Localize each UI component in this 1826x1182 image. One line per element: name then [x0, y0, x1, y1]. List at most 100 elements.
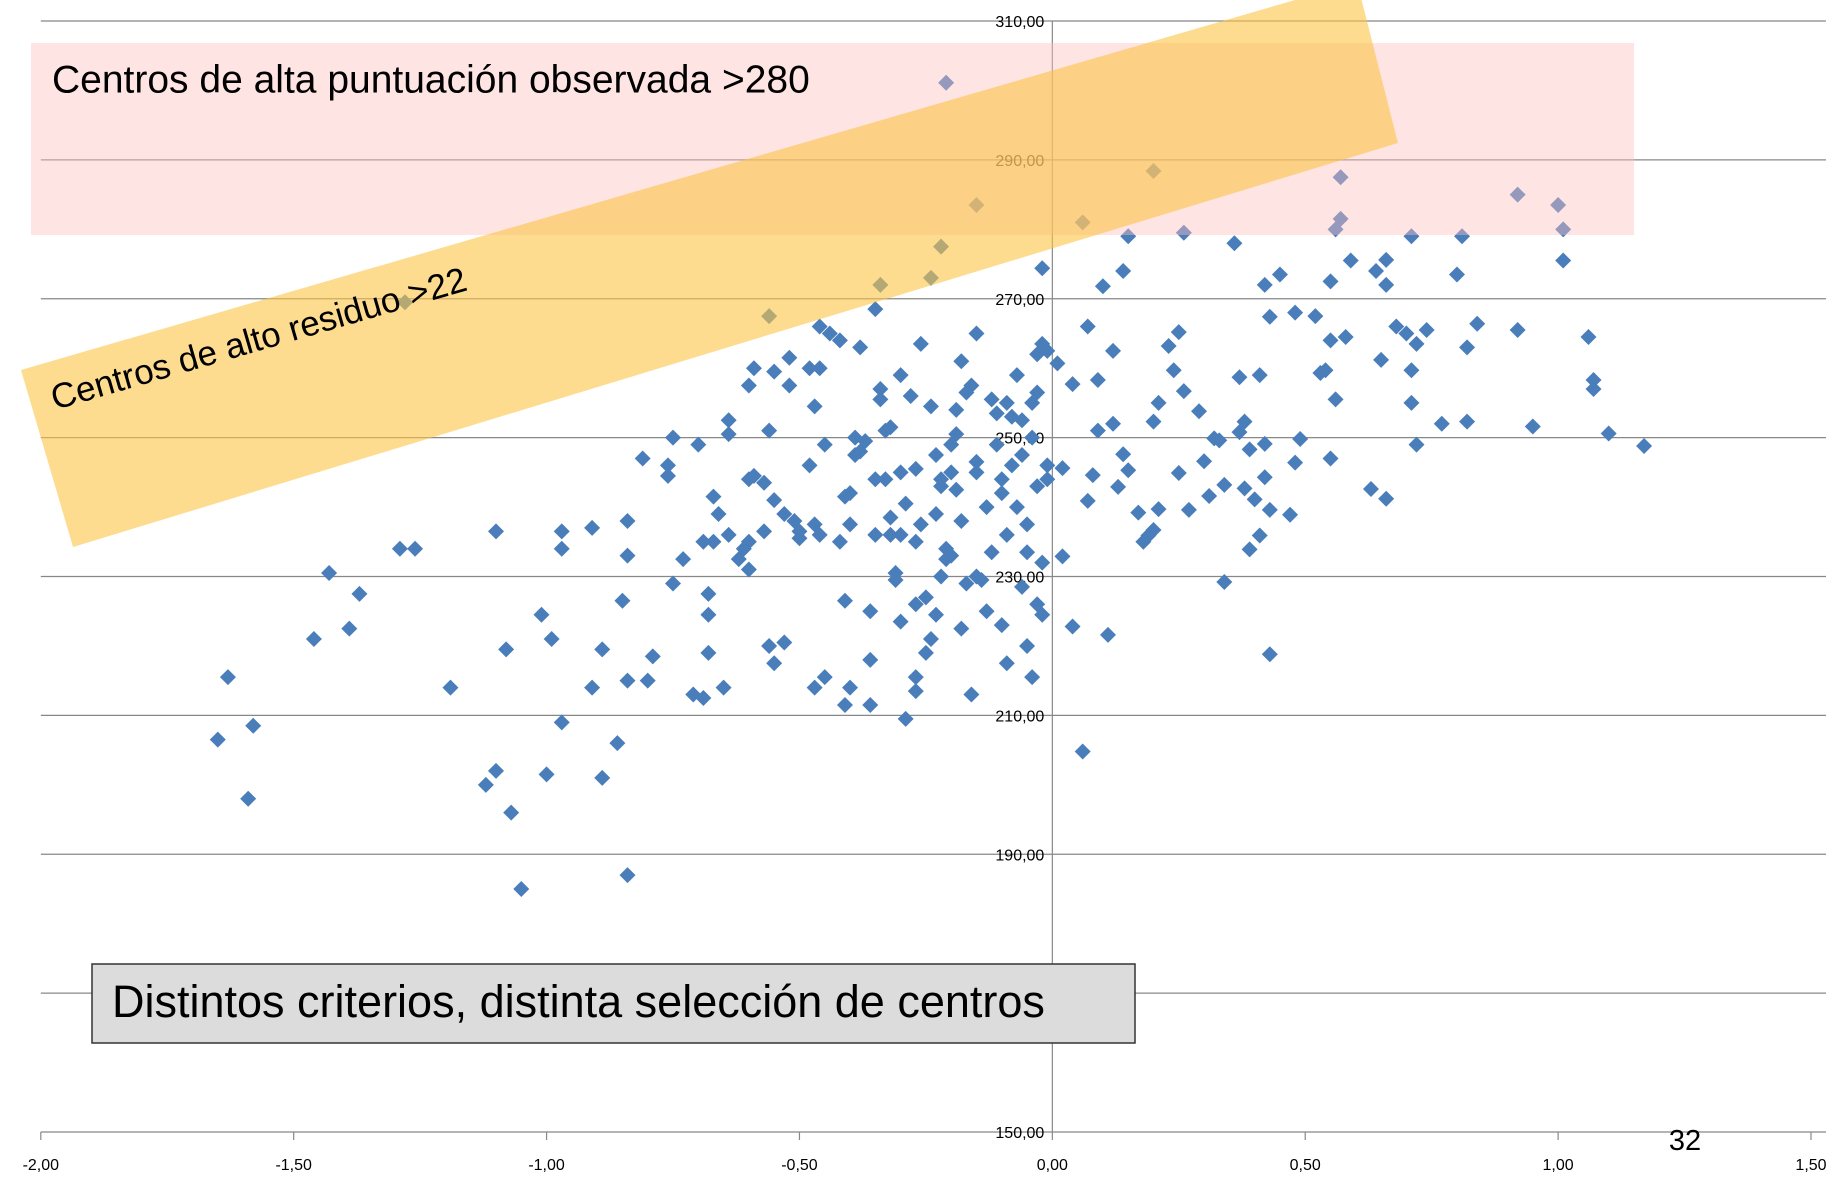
point — [594, 769, 611, 786]
point — [1580, 328, 1597, 345]
point — [1261, 501, 1278, 518]
point — [963, 686, 980, 703]
point — [1084, 467, 1101, 484]
points — [209, 74, 1653, 897]
point — [1322, 273, 1339, 290]
point — [1034, 606, 1051, 623]
point — [993, 617, 1010, 634]
y-tick-label: 150,00 — [995, 1125, 1044, 1142]
point — [1019, 516, 1036, 533]
point — [852, 339, 869, 356]
point — [720, 426, 737, 443]
point — [938, 74, 955, 91]
page-number: 32 — [1669, 1125, 1701, 1157]
point — [928, 446, 945, 463]
point — [659, 457, 676, 474]
point — [1636, 437, 1653, 454]
point — [922, 630, 939, 647]
point — [791, 523, 808, 540]
point — [953, 353, 970, 370]
x-tick-label: 1,50 — [1795, 1157, 1826, 1174]
point — [1150, 394, 1167, 411]
point — [1170, 324, 1187, 341]
point — [700, 606, 717, 623]
point — [917, 644, 934, 661]
point — [1378, 276, 1395, 293]
point — [720, 412, 737, 429]
point — [882, 509, 899, 526]
point — [609, 735, 626, 752]
point — [407, 540, 424, 557]
point — [619, 867, 636, 884]
point — [1024, 429, 1041, 446]
point — [953, 620, 970, 637]
point — [1261, 308, 1278, 325]
point — [1170, 465, 1187, 482]
point — [922, 398, 939, 415]
point — [907, 596, 924, 613]
point — [442, 679, 459, 696]
point — [644, 648, 661, 665]
point — [1408, 335, 1425, 352]
point — [1029, 384, 1046, 401]
point — [690, 436, 707, 453]
point — [811, 318, 828, 335]
point — [1312, 365, 1329, 382]
point — [1216, 574, 1233, 591]
point — [619, 512, 636, 529]
point — [761, 637, 778, 654]
point — [892, 367, 909, 384]
point — [872, 381, 889, 398]
point — [1585, 371, 1602, 388]
point — [1585, 381, 1602, 398]
point — [831, 332, 848, 349]
point — [584, 519, 601, 536]
point — [665, 575, 682, 592]
point — [983, 544, 1000, 561]
point — [219, 669, 236, 686]
point — [801, 457, 818, 474]
point — [892, 613, 909, 630]
point — [1191, 403, 1208, 420]
point — [1094, 278, 1111, 295]
point — [806, 679, 823, 696]
point — [766, 363, 783, 380]
point — [700, 585, 717, 602]
point — [634, 450, 651, 467]
point — [867, 526, 884, 543]
point — [1019, 637, 1036, 654]
note-box — [91, 963, 1136, 1044]
point — [1322, 450, 1339, 467]
point — [1231, 369, 1248, 386]
point — [1378, 251, 1395, 268]
point — [801, 360, 818, 377]
point — [1089, 422, 1106, 439]
point — [887, 565, 904, 582]
point — [1201, 487, 1218, 504]
point — [1246, 491, 1263, 508]
point — [998, 394, 1015, 411]
point — [842, 516, 859, 533]
point — [715, 679, 732, 696]
point — [1241, 541, 1258, 558]
point — [917, 589, 934, 606]
point — [1039, 457, 1056, 474]
x-tick-label: 0,50 — [1290, 1157, 1321, 1174]
point — [1105, 342, 1122, 359]
point — [745, 467, 762, 484]
point — [993, 485, 1010, 502]
point — [1074, 743, 1091, 760]
point — [862, 696, 879, 713]
x-tick-label: -1,00 — [528, 1157, 565, 1174]
point — [1039, 342, 1056, 359]
point — [943, 547, 960, 564]
point — [1256, 435, 1273, 452]
point — [1130, 504, 1147, 521]
point — [1403, 362, 1420, 379]
point — [1403, 228, 1420, 245]
y-tick-label: 310,00 — [995, 14, 1044, 31]
point — [1064, 376, 1081, 393]
y-tick-label: 270,00 — [995, 292, 1044, 309]
point — [1206, 430, 1223, 447]
